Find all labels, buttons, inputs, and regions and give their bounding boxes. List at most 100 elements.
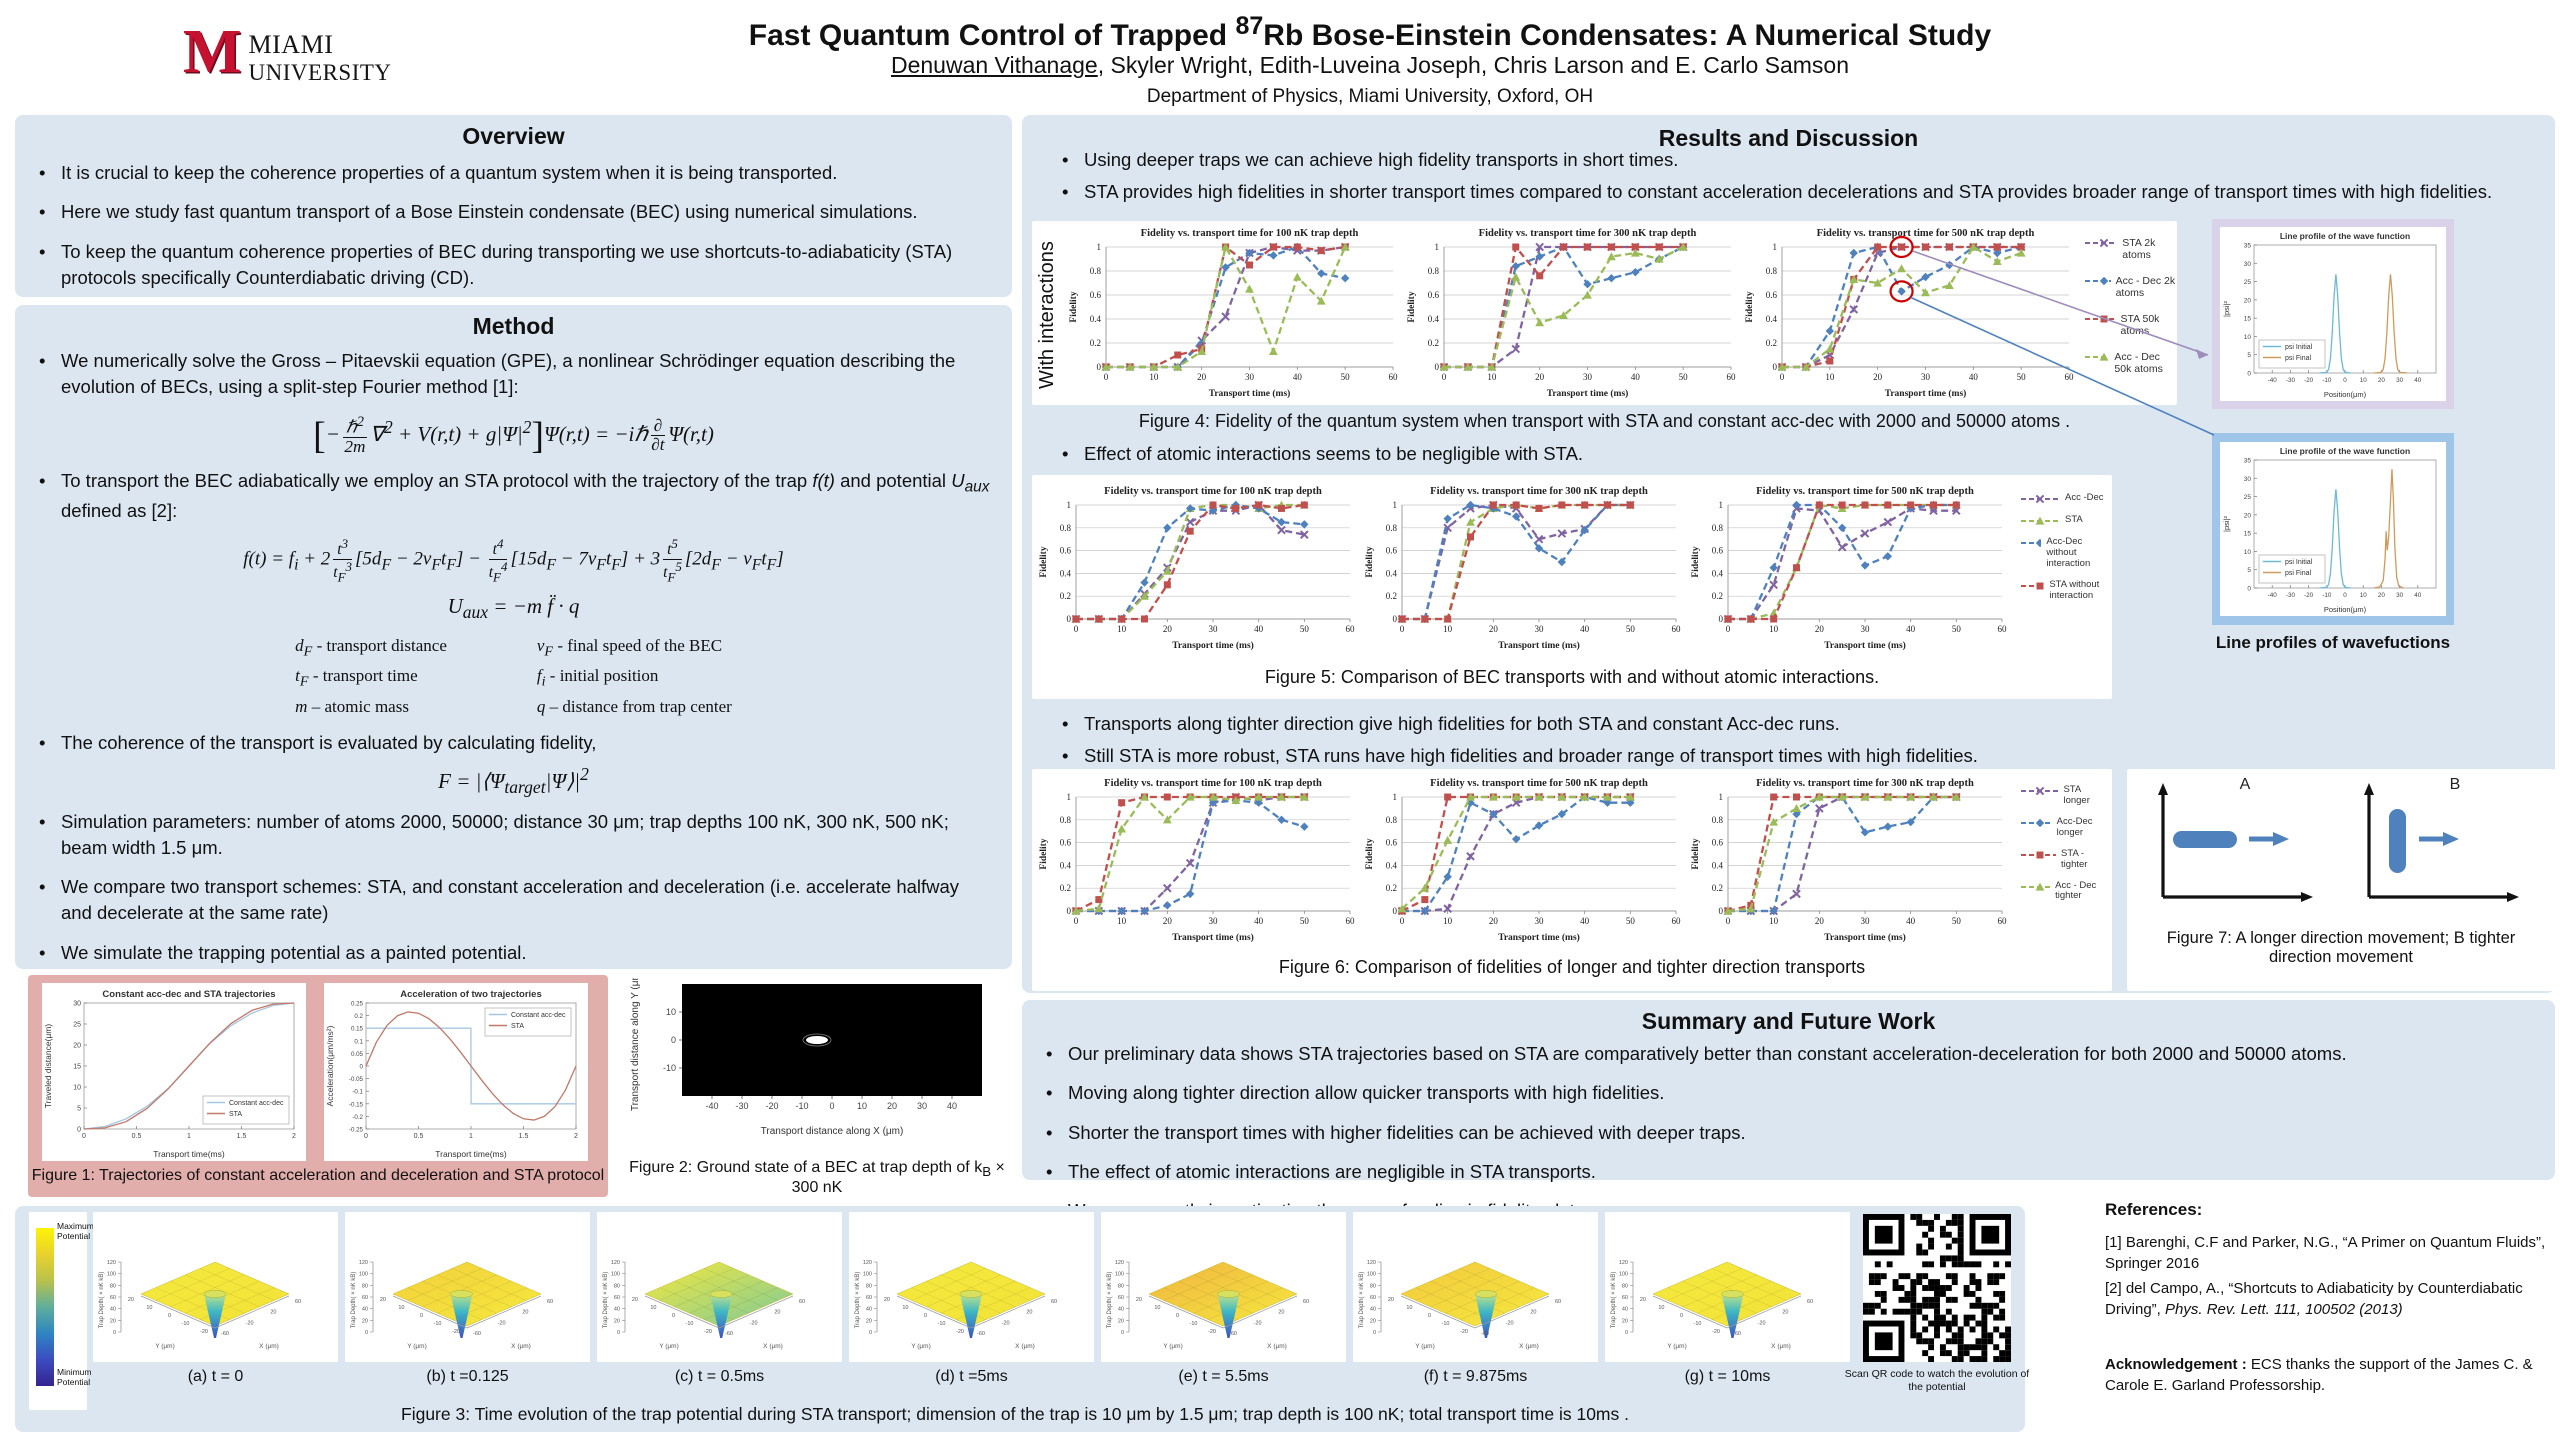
svg-text:Transport time(ms): Transport time(ms)	[435, 1149, 507, 1159]
svg-text:20: 20	[362, 1318, 368, 1324]
svg-text:40: 40	[1580, 916, 1590, 926]
figure3-surface-plot: 0 20 40 60 80 100 120 Trap Depth( × nK kB) 20 10 0…	[1101, 1212, 1346, 1362]
svg-text:60: 60	[1672, 916, 1682, 926]
svg-text:Fidelity: Fidelity	[1745, 291, 1755, 322]
svg-text:0: 0	[1067, 906, 1072, 916]
bullet-item: Shorter the transport times with higher …	[1046, 1120, 2535, 1147]
line-profiles-label: Line profiles of wavefuctions	[2215, 633, 2451, 652]
method-panel: Method We numerically solve the Gross – …	[15, 305, 1012, 1005]
svg-text:60: 60	[1346, 916, 1356, 926]
svg-text:-20: -20	[1254, 1320, 1262, 1326]
svg-text:-20: -20	[956, 1329, 964, 1335]
legend-item: STA without interaction	[2020, 579, 2108, 602]
figure6-chart-300nk: Fidelity vs. transport time for 300 nK t…	[1688, 775, 2010, 950]
figure4-legend: STA 2k atoms Acc - Dec 2k atoms STA 50k at…	[2084, 237, 2176, 390]
svg-text:Fidelity vs. transport time fo: Fidelity vs. transport time for 300 nK t…	[1479, 228, 1697, 239]
svg-text:40: 40	[1293, 372, 1303, 382]
svg-text:0: 0	[2343, 592, 2347, 599]
svg-text:0: 0	[1104, 372, 1109, 382]
svg-text:30: 30	[1535, 916, 1545, 926]
gpe-equation: [− ℏ2 2m ∇2 + V(r,t) + g|Ψ|2]Ψ(r,t) = −iℏ ∂ ∂…	[313, 414, 714, 457]
svg-text:20: 20	[632, 1297, 638, 1303]
figure4-chart-300nk: Fidelity vs. transport time for 300 nK t…	[1404, 225, 1739, 406]
svg-text:X (μm): X (μm)	[511, 1343, 531, 1350]
svg-text:100: 100	[611, 1272, 620, 1278]
svg-text:20: 20	[128, 1297, 134, 1303]
svg-text:20: 20	[1622, 1318, 1628, 1324]
svg-text:-0.1: -0.1	[352, 1089, 363, 1096]
svg-text:10: 10	[1658, 1305, 1664, 1311]
svg-text:60: 60	[866, 1295, 872, 1301]
svg-text:80: 80	[362, 1283, 368, 1289]
bullet-item: dF - transport distance	[295, 636, 447, 660]
figure3-surface-plot: 0 20 40 60 80 100 120 Trap Depth( × nK kB) 20 10 0…	[597, 1212, 842, 1362]
line-profile-box-bottom: Line profile of the wave function -40 -30 -…	[2212, 433, 2454, 625]
svg-text:1: 1	[1097, 242, 1102, 252]
svg-text:60: 60	[110, 1295, 116, 1301]
svg-text:20: 20	[1489, 916, 1499, 926]
svg-text:Acceleration of two trajectori: Acceleration of two trajectories	[400, 989, 541, 1000]
figure5-caption: Figure 5: Comparison of BEC transports w…	[1264, 667, 1880, 687]
svg-text:20: 20	[1873, 372, 1883, 382]
svg-text:50: 50	[1626, 916, 1636, 926]
svg-text:0: 0	[1680, 1313, 1683, 1319]
svg-text:80: 80	[110, 1283, 116, 1289]
figure6-legend: STA longer Acc-Dec longer STA - tighter Acc…	[2020, 784, 2108, 912]
symbol-definitions-right: vF - final speed of the BEC fi - initial …	[537, 633, 732, 720]
svg-text:psi Final: psi Final	[2285, 355, 2312, 362]
svg-text:0: 0	[2247, 586, 2251, 593]
svg-text:10: 10	[2360, 592, 2368, 599]
svg-text:Fidelity: Fidelity	[1365, 838, 1375, 869]
svg-text:60: 60	[1303, 1299, 1309, 1305]
svg-text:60: 60	[1998, 916, 2008, 926]
svg-text:15: 15	[2244, 316, 2252, 323]
svg-text:40: 40	[1906, 624, 1916, 634]
svg-text:0.05: 0.05	[351, 1051, 364, 1058]
svg-text:-10: -10	[2322, 592, 2332, 599]
svg-text:Acceleration(μm/ms²): Acceleration(μm/ms²)	[325, 1025, 335, 1106]
figure1-chart-acceleration: Acceleration of two trajectories 0 0.5 1 1.5…	[324, 983, 588, 1161]
reference-1: [1] Barenghi, C.F and Parker, N.G., “A P…	[2105, 1233, 2546, 1272]
svg-text:30: 30	[2396, 592, 2404, 599]
svg-text:5: 5	[2247, 352, 2251, 359]
svg-text:0.8: 0.8	[1090, 266, 1102, 276]
svg-text:0: 0	[1625, 1330, 1628, 1336]
svg-text:A: A	[2240, 776, 2251, 793]
bullet-item: Still STA is more robust, STA runs have …	[1062, 743, 2560, 770]
svg-text:120: 120	[1115, 1260, 1124, 1266]
svg-text:X (μm): X (μm)	[1267, 1343, 1287, 1350]
svg-text:1: 1	[1719, 792, 1724, 802]
svg-text:0.4: 0.4	[1060, 568, 1072, 578]
reference-2: [2] del Campo, A., “Shortcuts to Adiabat…	[2105, 1279, 2523, 1318]
legend-item: Acc-Dec without interaction	[2020, 536, 2108, 570]
svg-text:60: 60	[1346, 624, 1356, 634]
svg-text:20: 20	[1535, 372, 1545, 382]
svg-text:40: 40	[614, 1307, 620, 1313]
figure4-chart-500nk: Fidelity vs. transport time for 500 nK t…	[1742, 225, 2077, 406]
svg-text:-60: -60	[1733, 1331, 1741, 1337]
svg-text:Y (μm): Y (μm)	[659, 1343, 679, 1350]
svg-text:0.6: 0.6	[1386, 546, 1398, 556]
summary-title: Summary and Future Work	[1641, 1008, 1936, 1034]
svg-text:20: 20	[2244, 297, 2252, 304]
results-bullets: Using deeper traps we can achieve high f…	[1038, 147, 2560, 212]
svg-text:10: 10	[1487, 372, 1497, 382]
svg-text:20: 20	[614, 1318, 620, 1324]
svg-text:Y (μm): Y (μm)	[1667, 1343, 1687, 1350]
svg-text:Line profile of the wave funct: Line profile of the wave function	[2280, 446, 2410, 456]
svg-text:X (μm): X (μm)	[1771, 1343, 1791, 1350]
svg-text:10: 10	[398, 1305, 404, 1311]
bullet-item: fi - initial position	[536, 666, 659, 690]
svg-text:X (μm): X (μm)	[1015, 1343, 1035, 1350]
svg-text:1: 1	[187, 1133, 191, 1140]
logo-line1: MIAMI	[248, 30, 334, 59]
svg-text:0: 0	[1393, 906, 1398, 916]
svg-text:0.2: 0.2	[1090, 338, 1101, 348]
svg-text:10: 10	[1443, 916, 1453, 926]
svg-text:40: 40	[1631, 372, 1641, 382]
svg-text:0.8: 0.8	[1386, 523, 1398, 533]
method-bullet-5: We compare two transport schemes: STA, a…	[39, 874, 992, 927]
bullet-item: Moving along tighter direction allow qui…	[1046, 1080, 2535, 1107]
figure3-panel: Maximum Potential Minimum Potential 0 20 4…	[15, 1206, 2029, 1432]
